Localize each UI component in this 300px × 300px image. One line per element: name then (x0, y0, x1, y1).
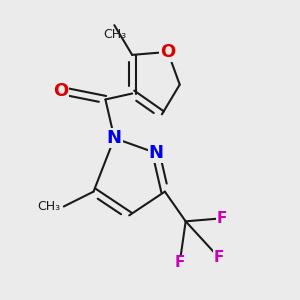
Text: F: F (213, 250, 224, 265)
Text: N: N (148, 144, 164, 162)
Text: F: F (216, 211, 226, 226)
Text: CH₃: CH₃ (103, 28, 126, 41)
Text: F: F (175, 255, 185, 270)
Text: N: N (107, 129, 122, 147)
Text: O: O (160, 43, 176, 61)
Text: O: O (53, 82, 68, 100)
Text: CH₃: CH₃ (38, 200, 61, 213)
